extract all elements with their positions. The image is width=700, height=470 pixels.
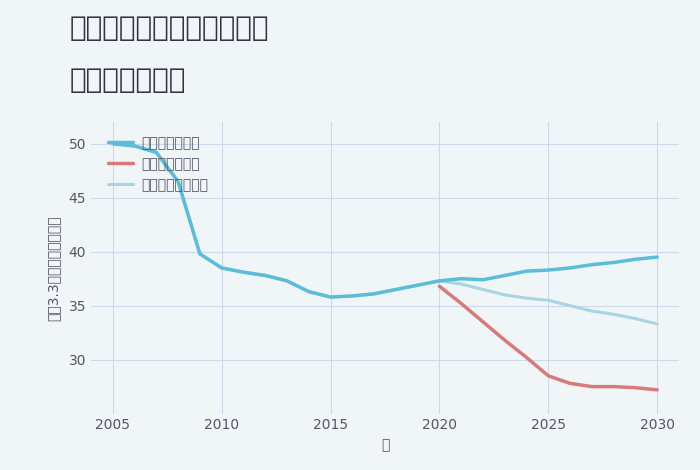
ノーマルシナリオ xyxy=(610,312,618,317)
ノーマルシナリオ xyxy=(479,287,487,292)
バッドシナリオ xyxy=(479,319,487,325)
Line: グッドシナリオ: グッドシナリオ xyxy=(113,144,657,297)
バッドシナリオ xyxy=(610,384,618,390)
グッドシナリオ xyxy=(218,265,226,271)
バッドシナリオ xyxy=(522,355,531,360)
ノーマルシナリオ xyxy=(218,265,226,271)
ノーマルシナリオ xyxy=(522,295,531,301)
グッドシナリオ xyxy=(653,254,662,260)
ノーマルシナリオ xyxy=(566,303,574,308)
ノーマルシナリオ xyxy=(239,269,248,275)
ノーマルシナリオ xyxy=(653,321,662,327)
グッドシナリオ xyxy=(130,143,139,149)
グッドシナリオ xyxy=(588,262,596,267)
ノーマルシナリオ xyxy=(152,149,160,155)
Line: バッドシナリオ: バッドシナリオ xyxy=(440,286,657,390)
ノーマルシナリオ xyxy=(304,289,313,295)
グッドシナリオ xyxy=(370,291,378,297)
グッドシナリオ xyxy=(479,277,487,282)
バッドシナリオ xyxy=(457,301,466,306)
グッドシナリオ xyxy=(435,278,444,284)
グッドシナリオ xyxy=(196,251,204,257)
ノーマルシナリオ xyxy=(370,291,378,297)
Line: ノーマルシナリオ: ノーマルシナリオ xyxy=(113,144,657,324)
グッドシナリオ xyxy=(174,179,182,184)
バッドシナリオ xyxy=(544,373,552,379)
ノーマルシナリオ xyxy=(544,298,552,303)
グッドシナリオ xyxy=(392,287,400,292)
グッドシナリオ xyxy=(326,294,335,300)
バッドシナリオ xyxy=(566,381,574,386)
ノーマルシナリオ xyxy=(261,273,270,278)
ノーマルシナリオ xyxy=(196,251,204,257)
バッドシナリオ xyxy=(588,384,596,390)
Legend: グッドシナリオ, バッドシナリオ, ノーマルシナリオ: グッドシナリオ, バッドシナリオ, ノーマルシナリオ xyxy=(104,132,213,196)
バッドシナリオ xyxy=(631,385,640,391)
ノーマルシナリオ xyxy=(500,292,509,298)
ノーマルシナリオ xyxy=(108,141,117,147)
グッドシナリオ xyxy=(522,268,531,274)
ノーマルシナリオ xyxy=(588,308,596,314)
バッドシナリオ xyxy=(653,387,662,392)
Text: 土地の価格推移: 土地の価格推移 xyxy=(70,66,186,94)
グッドシナリオ xyxy=(544,267,552,273)
ノーマルシナリオ xyxy=(326,294,335,300)
グッドシナリオ xyxy=(610,260,618,266)
グッドシナリオ xyxy=(500,273,509,278)
ノーマルシナリオ xyxy=(283,278,291,284)
ノーマルシナリオ xyxy=(130,143,139,149)
ノーマルシナリオ xyxy=(392,287,400,292)
グッドシナリオ xyxy=(304,289,313,295)
グッドシナリオ xyxy=(457,276,466,282)
Text: 奈良県奈良市帝塚山中町の: 奈良県奈良市帝塚山中町の xyxy=(70,14,270,42)
グッドシナリオ xyxy=(108,141,117,147)
グッドシナリオ xyxy=(152,149,160,155)
ノーマルシナリオ xyxy=(631,316,640,321)
ノーマルシナリオ xyxy=(457,281,466,287)
グッドシナリオ xyxy=(414,282,422,288)
ノーマルシナリオ xyxy=(435,278,444,284)
グッドシナリオ xyxy=(239,269,248,275)
グッドシナリオ xyxy=(566,265,574,271)
バッドシナリオ xyxy=(500,337,509,343)
グッドシナリオ xyxy=(631,257,640,262)
グッドシナリオ xyxy=(261,273,270,278)
X-axis label: 年: 年 xyxy=(381,438,389,452)
ノーマルシナリオ xyxy=(414,282,422,288)
バッドシナリオ xyxy=(435,283,444,289)
グッドシナリオ xyxy=(348,293,356,299)
Y-axis label: 坪（3.3㎡）単価（万円）: 坪（3.3㎡）単価（万円） xyxy=(46,215,60,321)
ノーマルシナリオ xyxy=(174,179,182,184)
ノーマルシナリオ xyxy=(348,293,356,299)
グッドシナリオ xyxy=(283,278,291,284)
